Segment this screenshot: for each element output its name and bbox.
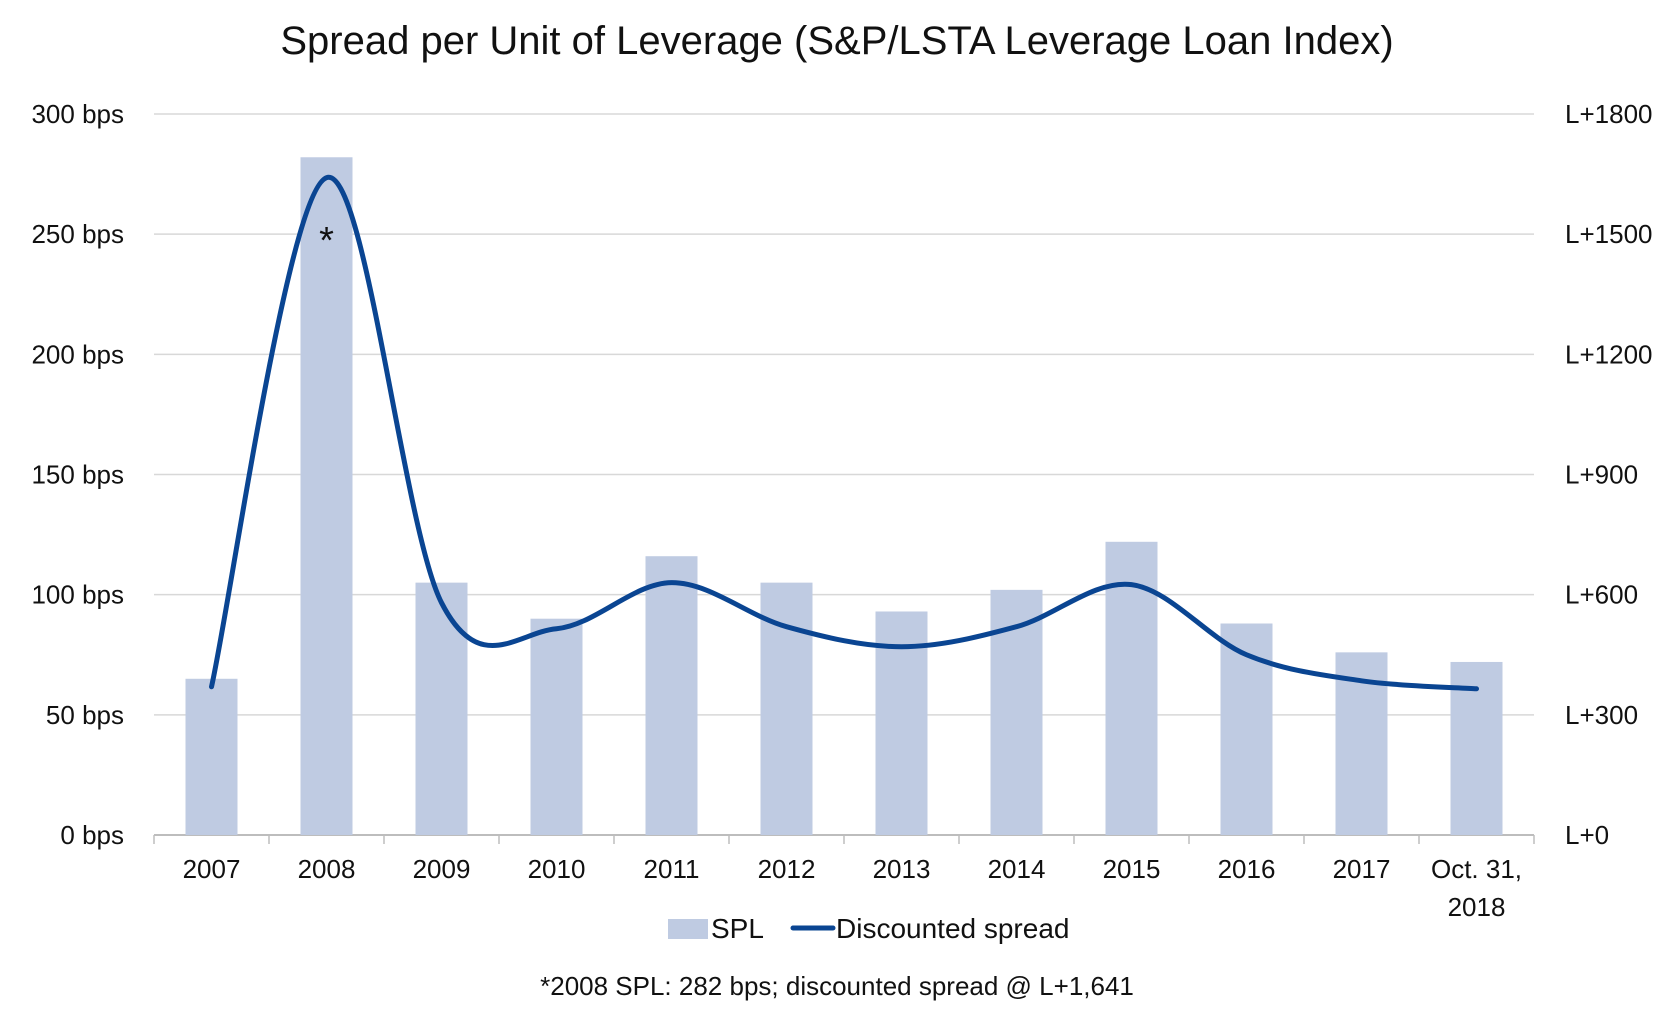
x-axis-category-label: Oct. 31, 2018: [1431, 854, 1522, 922]
grid-layer: [154, 113, 1534, 836]
spl-bar: [530, 618, 583, 835]
x-axis-category-label: 2008: [298, 854, 356, 884]
right-axis-tick-label: L+900: [1565, 460, 1638, 490]
spl-bar: [185, 678, 238, 835]
left-axis-tick-label: 300 bps: [31, 99, 124, 129]
x-axis-category-label: 2013: [873, 854, 931, 884]
left-axis-tick-label: 250 bps: [31, 219, 124, 249]
right-axis-tick-label: L+1800: [1565, 99, 1652, 129]
right-axis-tick-label: L+0: [1565, 820, 1609, 850]
x-axis-category-label: 2010: [528, 854, 586, 884]
legend: SPL Discounted spread: [668, 913, 1069, 944]
spl-bar: [645, 556, 698, 835]
chart-title: Spread per Unit of Leverage (S&P/LSTA Le…: [280, 19, 1393, 63]
right-axis-tick-label: L+300: [1565, 700, 1638, 730]
x-axis-category-label: 2009: [413, 854, 471, 884]
left-axis-tick-label: 150 bps: [31, 460, 124, 490]
annotation-asterisk: *: [319, 220, 334, 262]
left-axis-tick-label: 0 bps: [60, 820, 124, 850]
bar-layer: [185, 157, 1503, 835]
footnote: *2008 SPL: 282 bps; discounted spread @ …: [540, 971, 1134, 1001]
left-axis-tick-label: 100 bps: [31, 580, 124, 610]
x-axis-category-label: 2017: [1333, 854, 1391, 884]
line-layer: [209, 175, 1479, 692]
legend-spl-label: SPL: [711, 913, 764, 944]
x-axis-category-label: 2012: [758, 854, 816, 884]
x-axis-category-label: 2015: [1103, 854, 1161, 884]
right-axis-tick-label: L+1500: [1565, 219, 1652, 249]
legend-discounted-spread-label: Discounted spread: [836, 913, 1069, 944]
x-axis-category-label: 2007: [183, 854, 241, 884]
annotation-layer: *: [319, 220, 334, 262]
spl-bar: [415, 582, 468, 835]
x-axis-category-label: 2011: [644, 854, 700, 884]
right-axis-tick-label: L+600: [1565, 580, 1638, 610]
legend-spl-swatch: [668, 919, 708, 939]
spl-bar: [300, 157, 353, 835]
left-axis-tick-label: 200 bps: [31, 339, 124, 369]
x-axis-category-label: 2016: [1218, 854, 1276, 884]
x-axis-category-label: 2014: [988, 854, 1046, 884]
right-axis-tick-label: L+1200: [1565, 339, 1652, 369]
axis-layer: 0 bps L+0 50 bps L+300 100 bps L+600 150 bps L+…: [31, 99, 1652, 922]
discounted-spread-line: [209, 175, 1479, 692]
left-axis-tick-label: 50 bps: [46, 700, 124, 730]
